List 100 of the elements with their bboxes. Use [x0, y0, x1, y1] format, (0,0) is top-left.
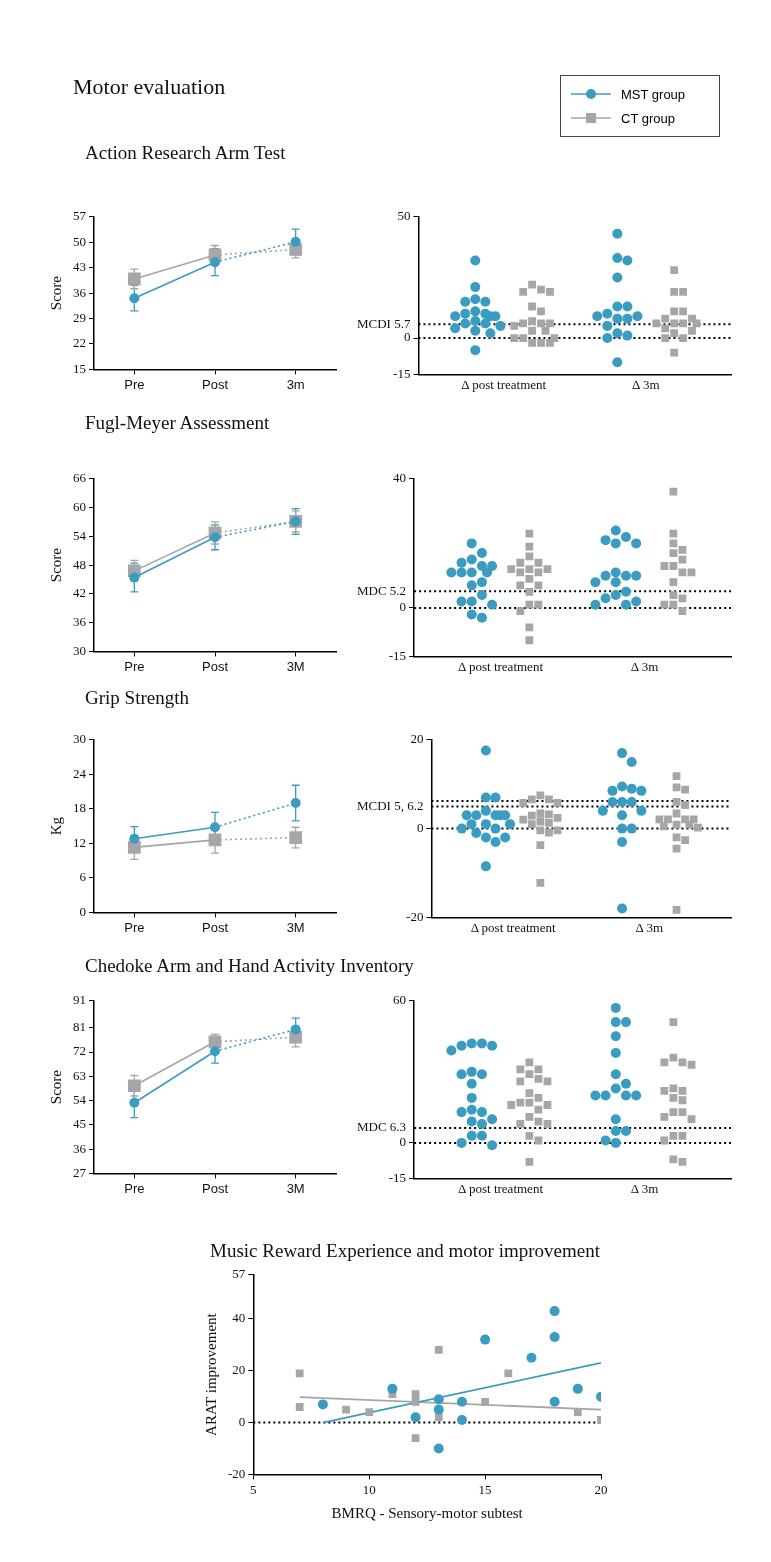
- x-tick-label: 10: [362, 1481, 376, 1497]
- y-tick-label: 45: [73, 1116, 86, 1132]
- point: [289, 831, 303, 844]
- point: [295, 1403, 304, 1411]
- y-tick-label: 0: [399, 599, 407, 615]
- x-tick-label: Pre: [124, 1180, 145, 1196]
- point: [572, 1383, 583, 1394]
- y-tick-label: 0: [399, 1134, 407, 1150]
- point: [456, 1396, 467, 1407]
- y-tick-label: 15: [73, 360, 86, 376]
- point: [549, 1332, 560, 1343]
- y-tick-label: 50: [73, 233, 86, 249]
- y-tick-label: 0: [416, 820, 424, 836]
- x-tick-label: Δ 3m: [635, 919, 664, 935]
- point: [210, 822, 220, 833]
- x-tick-label: Post: [201, 658, 229, 674]
- y-axis-title: Kg: [47, 816, 64, 836]
- point: [365, 1408, 374, 1417]
- y-tick-label: 36: [73, 1140, 87, 1156]
- y-tick-label: -15: [388, 647, 407, 663]
- y-tick-label: 29: [73, 309, 86, 325]
- y-tick-label: 57: [73, 208, 87, 224]
- y-axis-title: Score: [47, 1069, 64, 1105]
- y-tick-label: 60: [393, 992, 407, 1008]
- point: [129, 833, 140, 844]
- y-axis-title: Score: [47, 547, 64, 583]
- y-tick-label: 22: [73, 335, 86, 351]
- point: [434, 1346, 443, 1354]
- x-tick-label: 20: [594, 1481, 608, 1497]
- x-tick-label: 3m: [286, 376, 305, 392]
- x-tick-label: Post: [201, 376, 229, 392]
- x-axis-title: BMRQ - Sensory-motor subtest: [331, 1504, 524, 1521]
- legend-label: CT group: [621, 110, 675, 126]
- y-tick-label: 54: [73, 527, 87, 543]
- y-tick-label: 72: [73, 1043, 86, 1059]
- point: [129, 1097, 140, 1108]
- x-tick-label: 5: [250, 1481, 257, 1497]
- x-tick-label: Δ post treatment: [470, 919, 556, 935]
- y-tick-label: -15: [388, 1169, 407, 1185]
- x-tick-label: Δ 3m: [630, 658, 659, 674]
- y-tick-label: 63: [73, 1067, 86, 1083]
- y-axis-title: Score: [47, 275, 64, 311]
- y-tick-label: 0: [79, 903, 86, 919]
- y-tick-label: 0: [403, 329, 411, 345]
- point: [411, 1390, 420, 1398]
- y-tick-label: 40: [232, 1310, 246, 1326]
- point: [456, 1414, 467, 1425]
- y-tick-label: 60: [73, 498, 86, 514]
- point: [210, 257, 220, 268]
- y-tick-label: 12: [73, 834, 86, 850]
- y-tick-label: 24: [73, 765, 87, 781]
- x-tick-label: Δ post treatment: [461, 376, 547, 392]
- point: [127, 272, 141, 286]
- chart-title: Music Reward Experience and motor improvement: [209, 1240, 601, 1262]
- point: [210, 1046, 220, 1057]
- y-tick-label: 36: [73, 614, 87, 630]
- point: [411, 1397, 420, 1406]
- chart-title: Grip Strength: [85, 687, 189, 709]
- point: [549, 1306, 560, 1317]
- y-tick-label: 30: [73, 642, 86, 658]
- point: [342, 1405, 350, 1414]
- y-tick-label: 0: [238, 1413, 246, 1429]
- point: [210, 532, 220, 543]
- x-tick-label: Δ post treatment: [458, 1180, 544, 1196]
- legend-label: MST group: [621, 86, 686, 102]
- x-tick-label: Post: [201, 1180, 229, 1196]
- y-tick-label: 20: [410, 731, 424, 747]
- point: [290, 1024, 301, 1035]
- x-tick-label: Pre: [124, 919, 145, 935]
- y-tick-label: 50: [397, 208, 411, 224]
- chart-title: Chedoke Arm and Hand Activity Inventory: [85, 955, 414, 977]
- y-tick-label: 43: [73, 259, 86, 275]
- x-tick-label: Δ post treatment: [458, 658, 544, 674]
- point: [290, 798, 301, 809]
- y-tick-label: 18: [73, 800, 86, 816]
- x-tick-label: 3M: [286, 919, 305, 935]
- x-tick-label: Pre: [124, 658, 145, 674]
- y-axis-title: ARAT improvement: [202, 1312, 219, 1436]
- chart-title: Action Research Arm Test: [85, 142, 286, 164]
- y-tick-label: 66: [73, 470, 87, 486]
- y-tick-label: 30: [73, 731, 86, 747]
- point: [433, 1443, 444, 1454]
- point: [573, 1408, 582, 1417]
- point: [129, 293, 140, 304]
- ref-line-label: MDC 5.2: [356, 582, 407, 598]
- x-tick-label: Δ 3m: [630, 1180, 659, 1196]
- y-tick-label: 91: [73, 992, 86, 1008]
- point: [433, 1404, 444, 1415]
- y-tick-label: 48: [73, 556, 86, 572]
- y-tick-label: 40: [393, 470, 407, 486]
- y-tick-label: 81: [73, 1019, 86, 1035]
- point: [549, 1396, 560, 1407]
- y-tick-label: -15: [393, 365, 411, 381]
- point: [295, 1369, 304, 1378]
- chart-title: Fugl-Meyer Assessment: [85, 412, 270, 434]
- point: [411, 1434, 420, 1442]
- point: [480, 1334, 491, 1345]
- y-tick-label: 54: [73, 1092, 87, 1108]
- point: [504, 1369, 513, 1378]
- point: [526, 1352, 537, 1363]
